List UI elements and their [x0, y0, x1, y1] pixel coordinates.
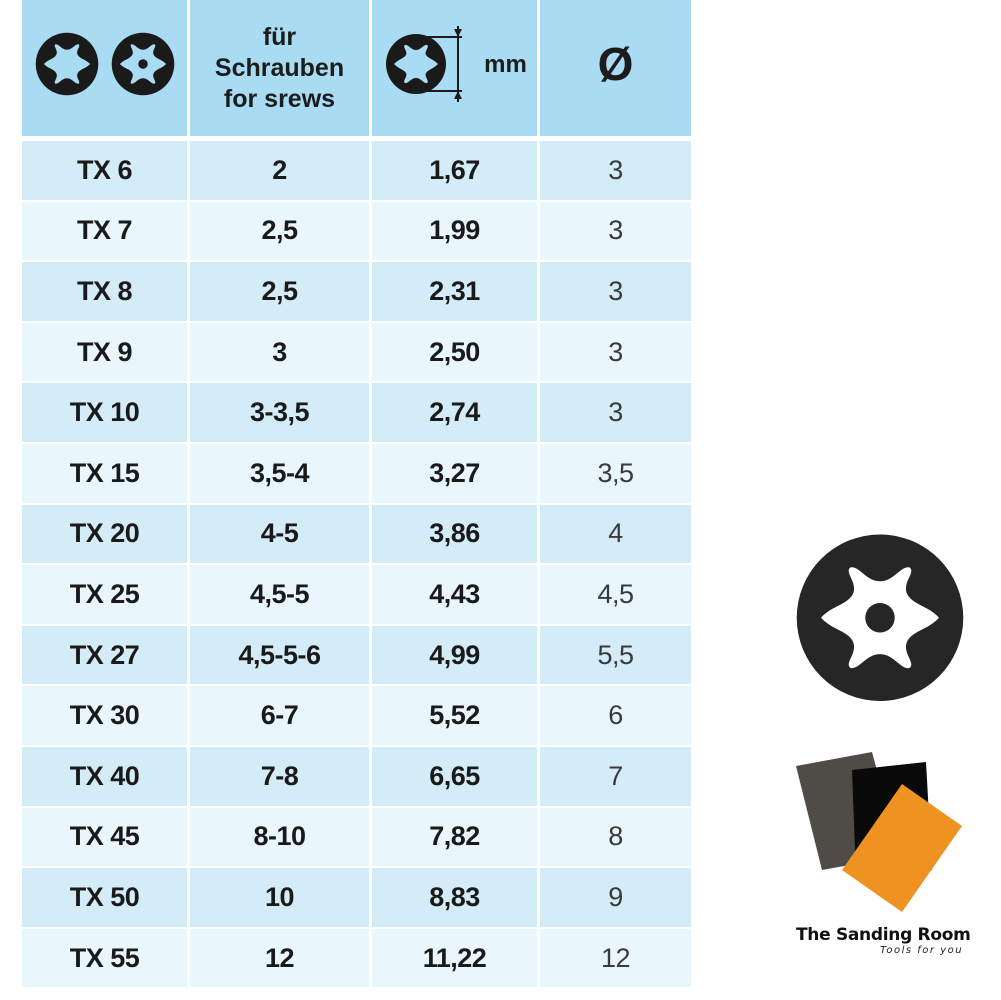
cell-screw-size: 6-7 [190, 686, 372, 747]
cell-mm: 8,83 [372, 868, 540, 929]
cell-diameter: 4,5 [540, 565, 694, 626]
cell-screw-size: 2,5 [190, 262, 372, 323]
cell-mm: 4,99 [372, 625, 540, 687]
cell-mm: 11,22 [372, 928, 540, 990]
cell-diameter: 4 [540, 504, 694, 566]
table-row: TX 8 2,5 2,31 3 [22, 262, 694, 323]
table-row: TX 50 10 8,83 9 [22, 868, 694, 929]
table-header-row: für Schrauben for srews [22, 0, 694, 141]
cell-screw-size: 3-3,5 [190, 383, 372, 444]
cell-screw-size: 3 [190, 322, 372, 384]
cell-screw-size: 3,5-4 [190, 443, 372, 505]
table-row: TX 45 8-10 7,82 8 [22, 807, 694, 869]
header-unit-mm: mm [484, 50, 527, 78]
cell-screw-size: 4,5-5-6 [190, 625, 372, 687]
table-row: TX 7 2,5 1,99 3 [22, 201, 694, 263]
cell-diameter: 3 [540, 201, 694, 263]
cell-diameter: 12 [540, 928, 694, 990]
brand-name: The Sanding Room [796, 925, 971, 945]
table-row: TX 9 3 2,50 3 [22, 322, 694, 384]
cell-diameter: 9 [540, 868, 694, 929]
cell-bit-size: TX 27 [22, 625, 190, 687]
torx-pin-icon [111, 32, 174, 96]
cell-screw-size: 10 [190, 868, 372, 929]
cell-bit-size: TX 7 [22, 201, 190, 263]
cell-mm: 4,43 [372, 565, 540, 626]
cell-screw-size: 2 [190, 141, 372, 202]
torx-tamper-socket-icon [796, 534, 964, 701]
cell-mm: 2,74 [372, 383, 540, 444]
header-screws: für Schrauben for srews [190, 0, 372, 141]
cell-diameter: 3 [540, 141, 694, 202]
cell-diameter: 3 [540, 262, 694, 323]
cell-screw-size: 2,5 [190, 201, 372, 263]
cell-bit-size: TX 30 [22, 686, 190, 747]
torx-outline-icon [35, 32, 98, 96]
cell-mm: 6,65 [372, 746, 540, 808]
brand-tagline: Tools for you [880, 945, 964, 956]
brand-logo: The Sanding Room Tools for you [790, 748, 980, 968]
cell-mm: 2,50 [372, 322, 540, 384]
table-row: TX 20 4-5 3,86 4 [22, 504, 694, 566]
cell-diameter: 8 [540, 807, 694, 869]
cell-screw-size: 4-5 [190, 504, 372, 566]
cell-screw-size: 8-10 [190, 807, 372, 869]
cell-mm: 5,52 [372, 686, 540, 747]
table-row: TX 25 4,5-5 4,43 4,5 [22, 565, 694, 626]
header-diameter: Ø [540, 0, 694, 141]
table-row: TX 6 2 1,67 3 [22, 141, 694, 202]
torx-dimension-icon [386, 26, 463, 102]
diameter-symbol: Ø [597, 37, 634, 90]
header-screws-line-1: für [262, 22, 297, 51]
cell-diameter: 5,5 [540, 625, 694, 687]
cell-bit-size: TX 55 [22, 928, 190, 990]
sanding-sheets-icon [796, 752, 962, 912]
cell-bit-size: TX 40 [22, 746, 190, 808]
header-bit-type [22, 0, 190, 141]
cell-screw-size: 4,5-5 [190, 565, 372, 626]
torx-size-table: für Schrauben for srews [22, 0, 694, 990]
cell-bit-size: TX 6 [22, 141, 190, 202]
cell-diameter: 6 [540, 686, 694, 747]
cell-mm: 1,67 [372, 141, 540, 202]
cell-mm: 7,82 [372, 807, 540, 869]
header-screws-line-2: Schrauben [214, 53, 345, 82]
cell-mm: 3,27 [372, 443, 540, 505]
cell-bit-size: TX 8 [22, 262, 190, 323]
cell-diameter: 3,5 [540, 443, 694, 505]
cell-bit-size: TX 25 [22, 565, 190, 626]
cell-bit-size: TX 15 [22, 443, 190, 505]
header-size-mm: mm [372, 0, 540, 141]
table-row: TX 15 3,5-4 3,27 3,5 [22, 443, 694, 505]
table-row: TX 40 7-8 6,65 7 [22, 746, 694, 808]
table-row: TX 55 12 11,22 12 [22, 928, 694, 990]
cell-mm: 3,86 [372, 504, 540, 566]
cell-mm: 1,99 [372, 201, 540, 263]
cell-bit-size: TX 9 [22, 322, 190, 384]
cell-bit-size: TX 20 [22, 504, 190, 566]
cell-screw-size: 12 [190, 928, 372, 990]
cell-bit-size: TX 50 [22, 868, 190, 929]
table-row: TX 27 4,5-5-6 4,99 5,5 [22, 625, 694, 687]
cell-diameter: 7 [540, 746, 694, 808]
cell-bit-size: TX 45 [22, 807, 190, 869]
table-row: TX 30 6-7 5,52 6 [22, 686, 694, 747]
cell-diameter: 3 [540, 383, 694, 444]
cell-bit-size: TX 10 [22, 383, 190, 444]
cell-mm: 2,31 [372, 262, 540, 323]
table-row: TX 10 3-3,5 2,74 3 [22, 383, 694, 444]
cell-screw-size: 7-8 [190, 746, 372, 808]
cell-diameter: 3 [540, 322, 694, 384]
header-screws-line-3: for srews [223, 84, 336, 113]
